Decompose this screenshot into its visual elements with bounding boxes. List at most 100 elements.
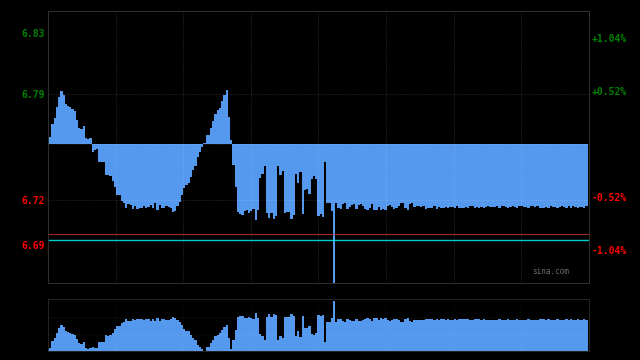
Bar: [469, 320, 472, 351]
Bar: [261, 144, 264, 174]
Bar: [143, 320, 145, 351]
Bar: [409, 144, 411, 204]
Bar: [512, 144, 514, 206]
Bar: [541, 319, 543, 351]
Bar: [94, 144, 96, 149]
Bar: [499, 144, 500, 208]
Bar: [81, 344, 83, 351]
Bar: [112, 144, 114, 181]
Bar: [422, 320, 424, 351]
Bar: [81, 129, 83, 144]
Bar: [369, 144, 371, 208]
Bar: [538, 144, 541, 208]
Bar: [505, 144, 508, 207]
Bar: [279, 144, 282, 175]
Bar: [440, 319, 442, 351]
Bar: [295, 144, 297, 174]
Bar: [317, 315, 319, 351]
Bar: [152, 144, 154, 208]
Bar: [387, 320, 388, 351]
Bar: [192, 338, 195, 351]
Bar: [583, 319, 586, 351]
Bar: [509, 320, 512, 351]
Bar: [438, 144, 440, 207]
Bar: [90, 348, 92, 351]
Bar: [577, 144, 579, 208]
Bar: [174, 318, 177, 351]
Bar: [532, 320, 534, 351]
Bar: [210, 343, 212, 351]
Bar: [413, 144, 415, 207]
Bar: [358, 321, 360, 351]
Bar: [136, 144, 138, 209]
Bar: [246, 318, 248, 351]
Bar: [346, 319, 349, 351]
Bar: [177, 144, 179, 206]
Bar: [212, 340, 214, 351]
Bar: [217, 111, 219, 144]
Bar: [183, 144, 186, 189]
Bar: [51, 124, 54, 144]
Bar: [490, 144, 492, 207]
Bar: [355, 144, 358, 209]
Bar: [481, 144, 483, 207]
Bar: [478, 144, 481, 208]
Bar: [492, 144, 494, 207]
Bar: [518, 144, 521, 206]
Bar: [174, 144, 177, 211]
Bar: [404, 144, 406, 208]
Bar: [451, 320, 454, 351]
Bar: [127, 321, 129, 351]
Bar: [494, 320, 496, 351]
Bar: [103, 342, 105, 351]
Bar: [268, 144, 270, 218]
Bar: [492, 320, 494, 351]
Bar: [257, 318, 259, 351]
Bar: [118, 325, 120, 351]
Bar: [337, 319, 340, 351]
Bar: [100, 342, 103, 351]
Bar: [78, 128, 81, 144]
Bar: [415, 320, 418, 351]
Bar: [422, 144, 424, 206]
Bar: [69, 333, 72, 351]
Bar: [378, 320, 380, 351]
Bar: [116, 326, 118, 351]
Bar: [188, 144, 190, 183]
Bar: [355, 319, 358, 351]
Bar: [565, 144, 568, 208]
Bar: [572, 144, 574, 206]
Bar: [76, 339, 78, 351]
Bar: [136, 319, 138, 351]
Bar: [503, 144, 505, 206]
Bar: [324, 144, 326, 162]
Bar: [514, 144, 516, 207]
Bar: [264, 144, 266, 166]
Bar: [60, 325, 63, 351]
Bar: [545, 320, 547, 351]
Bar: [447, 319, 449, 351]
Bar: [335, 322, 337, 351]
Bar: [340, 319, 342, 351]
Bar: [99, 144, 100, 162]
Bar: [574, 144, 577, 207]
Bar: [344, 144, 346, 203]
Bar: [304, 328, 306, 351]
Bar: [58, 97, 60, 144]
Bar: [335, 144, 337, 203]
Bar: [277, 144, 279, 166]
Bar: [199, 144, 201, 152]
Bar: [72, 334, 74, 351]
Bar: [541, 144, 543, 208]
Bar: [85, 348, 87, 351]
Bar: [116, 144, 118, 194]
Bar: [572, 320, 574, 351]
Bar: [310, 144, 313, 179]
Bar: [353, 321, 355, 351]
Bar: [536, 320, 538, 351]
Bar: [239, 316, 241, 351]
Bar: [49, 348, 51, 351]
Bar: [391, 144, 393, 207]
Bar: [342, 144, 344, 203]
Bar: [483, 319, 485, 351]
